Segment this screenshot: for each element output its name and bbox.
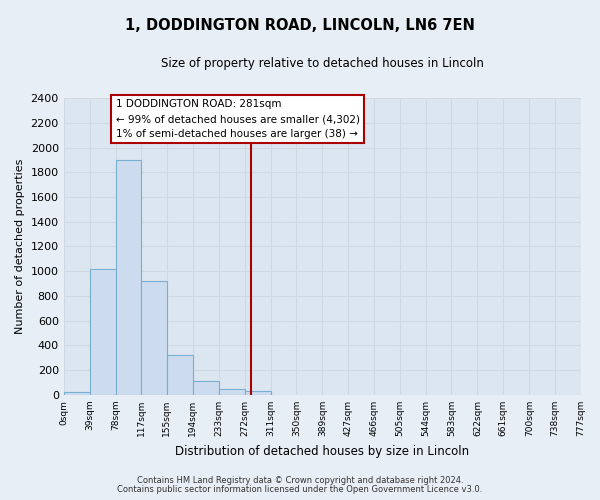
Text: 1 DODDINGTON ROAD: 281sqm
← 99% of detached houses are smaller (4,302)
1% of sem: 1 DODDINGTON ROAD: 281sqm ← 99% of detac… bbox=[116, 100, 359, 139]
Bar bbox=[89, 269, 116, 395]
Text: 1, DODDINGTON ROAD, LINCOLN, LN6 7EN: 1, DODDINGTON ROAD, LINCOLN, LN6 7EN bbox=[125, 18, 475, 32]
Bar bbox=[167, 356, 193, 395]
Title: Size of property relative to detached houses in Lincoln: Size of property relative to detached ho… bbox=[161, 58, 484, 70]
Y-axis label: Number of detached properties: Number of detached properties bbox=[15, 159, 25, 334]
Bar bbox=[245, 391, 271, 395]
Text: Contains HM Land Registry data © Crown copyright and database right 2024.: Contains HM Land Registry data © Crown c… bbox=[137, 476, 463, 485]
Text: Contains public sector information licensed under the Open Government Licence v3: Contains public sector information licen… bbox=[118, 484, 482, 494]
Bar bbox=[142, 281, 167, 395]
Bar bbox=[64, 392, 89, 395]
Bar bbox=[193, 382, 218, 395]
Bar bbox=[116, 160, 142, 395]
Bar bbox=[218, 388, 245, 395]
X-axis label: Distribution of detached houses by size in Lincoln: Distribution of detached houses by size … bbox=[175, 444, 469, 458]
